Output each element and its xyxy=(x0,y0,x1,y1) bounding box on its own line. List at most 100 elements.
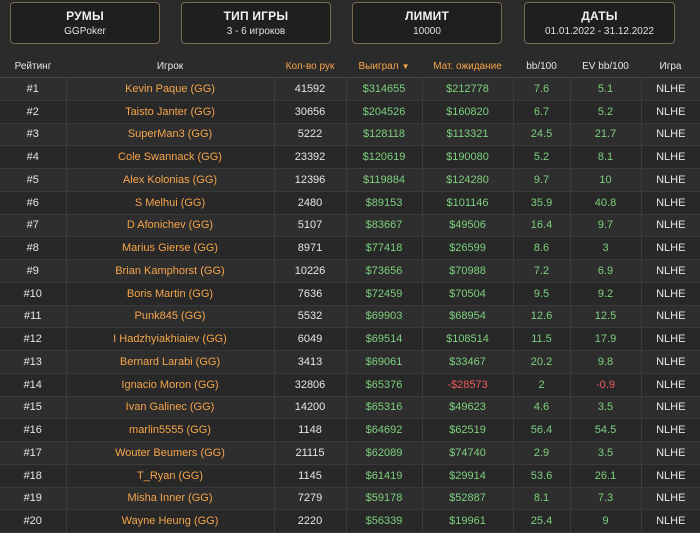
row-player-link[interactable]: D Afonichev (GG) xyxy=(66,214,275,238)
row-game: NLHE xyxy=(641,191,700,215)
row-ev: $62519 xyxy=(422,418,514,442)
row-game: NLHE xyxy=(641,214,700,238)
game-type-filter-title: ТИП ИГРЫ xyxy=(223,9,289,23)
col-won[interactable]: Выиграл ▼ xyxy=(346,56,422,78)
row-player-link[interactable]: marlin5555 (GG) xyxy=(66,418,275,442)
row-player-link[interactable]: Punk845 (GG) xyxy=(66,305,275,329)
row-hands: 5532 xyxy=(274,305,347,329)
table-row: #12 I Hadzhyiakhiaiev (GG) 6049 $69514 $1085… xyxy=(0,327,700,351)
row-ev: $19961 xyxy=(422,509,514,533)
limit-filter[interactable]: ЛИМИТ 10000 xyxy=(352,2,502,44)
row-rank: #19 xyxy=(0,487,67,511)
table-body: #1 Kevin Paque (GG) 41592 $314655 $212778 7.6… xyxy=(0,77,700,533)
row-player-link[interactable]: Misha Inner (GG) xyxy=(66,487,275,511)
row-won: $120619 xyxy=(346,145,423,169)
table-row: #18 T_Ryan (GG) 1145 $61419 $29914 53.6 26.1 NL… xyxy=(0,464,700,488)
row-ev: $212778 xyxy=(422,77,514,101)
row-won: $314655 xyxy=(346,77,423,101)
row-won: $119884 xyxy=(346,168,423,192)
row-hands: 7279 xyxy=(274,487,347,511)
row-hands: 2220 xyxy=(274,509,347,533)
table-row: #11 Punk845 (GG) 5532 $69903 $68954 12.6 12.5 N… xyxy=(0,305,700,329)
row-bb100: 2 xyxy=(513,373,571,397)
row-player-link[interactable]: Cole Swannack (GG) xyxy=(66,145,275,169)
table-row: #6 S Melhui (GG) 2480 $89153 $101146 35.9 40.8… xyxy=(0,191,700,215)
row-won: $64692 xyxy=(346,418,423,442)
row-game: NLHE xyxy=(641,282,700,306)
row-player-link[interactable]: Bernard Larabi (GG) xyxy=(66,350,275,374)
row-player-link[interactable]: I Hadzhyiakhiaiev (GG) xyxy=(66,327,275,351)
row-player-link[interactable]: Ivan Galinec (GG) xyxy=(66,396,275,420)
filter-bar: РУМЫ GGPoker ТИП ИГРЫ 3 - 6 игроков ЛИМИ… xyxy=(0,0,700,56)
row-player-link[interactable]: Wouter Beumers (GG) xyxy=(66,441,275,465)
row-rank: #18 xyxy=(0,464,67,488)
row-bb100: 9.5 xyxy=(513,282,571,306)
col-won-label: Выиграл xyxy=(358,61,399,72)
row-won: $83667 xyxy=(346,214,423,238)
row-bb100: 53.6 xyxy=(513,464,571,488)
table-row: #20 Wayne Heung (GG) 2220 $56339 $19961 25.4 9… xyxy=(0,509,700,533)
rooms-filter[interactable]: РУМЫ GGPoker xyxy=(10,2,160,44)
row-player-link[interactable]: Marius Gierse (GG) xyxy=(66,236,275,260)
row-player-link[interactable]: SuperMan3 (GG) xyxy=(66,123,275,147)
col-ev[interactable]: Мат. ожидание xyxy=(422,56,513,78)
row-ev: $68954 xyxy=(422,305,514,329)
row-game: NLHE xyxy=(641,305,700,329)
col-hands[interactable]: Кол-во рук xyxy=(274,56,346,78)
table-row: #10 Boris Martin (GG) 7636 $72459 $70504 9.5 9… xyxy=(0,282,700,306)
limit-filter-value: 10000 xyxy=(413,26,441,37)
row-bb100: 4.6 xyxy=(513,396,571,420)
table-row: #1 Kevin Paque (GG) 41592 $314655 $212778 7.6… xyxy=(0,77,700,101)
row-rank: #14 xyxy=(0,373,67,397)
row-player-link[interactable]: Alex Kolonias (GG) xyxy=(66,168,275,192)
row-ev: $49506 xyxy=(422,214,514,238)
row-evbb100: 9.7 xyxy=(570,214,642,238)
row-game: NLHE xyxy=(641,487,700,511)
dates-filter[interactable]: ДАТЫ 01.01.2022 - 31.12.2022 xyxy=(524,2,675,44)
row-evbb100: 5.1 xyxy=(570,77,642,101)
row-player-link[interactable]: Boris Martin (GG) xyxy=(66,282,275,306)
row-ev: $29914 xyxy=(422,464,514,488)
row-player-link[interactable]: Brian Kamphorst (GG) xyxy=(66,259,275,283)
row-player-link[interactable]: Wayne Heung (GG) xyxy=(66,509,275,533)
table-row: #15 Ivan Galinec (GG) 14200 $65316 $49623 4.6… xyxy=(0,396,700,420)
row-ev: $108514 xyxy=(422,327,514,351)
row-bb100: 16.4 xyxy=(513,214,571,238)
game-type-filter[interactable]: ТИП ИГРЫ 3 - 6 игроков xyxy=(181,2,331,44)
row-ev: $70988 xyxy=(422,259,514,283)
row-bb100: 5.2 xyxy=(513,145,571,169)
row-evbb100: 17.9 xyxy=(570,327,642,351)
row-player-link[interactable]: Taisto Janter (GG) xyxy=(66,100,275,124)
row-player-link[interactable]: Kevin Paque (GG) xyxy=(66,77,275,101)
row-player-link[interactable]: Ignacio Moron (GG) xyxy=(66,373,275,397)
row-hands: 3413 xyxy=(274,350,347,374)
row-bb100: 11.5 xyxy=(513,327,571,351)
row-evbb100: 7.3 xyxy=(570,487,642,511)
row-game: NLHE xyxy=(641,464,700,488)
row-hands: 23392 xyxy=(274,145,347,169)
row-ev: $160820 xyxy=(422,100,514,124)
row-rank: #17 xyxy=(0,441,67,465)
row-won: $69061 xyxy=(346,350,423,374)
caret-down-icon: ▼ xyxy=(401,62,410,71)
table-row: #19 Misha Inner (GG) 7279 $59178 $52887 8.1 7.… xyxy=(0,487,700,511)
col-game: Игра xyxy=(641,56,700,78)
row-evbb100: 3 xyxy=(570,236,642,260)
row-game: NLHE xyxy=(641,373,700,397)
col-rank: Рейтинг xyxy=(0,56,66,78)
row-hands: 5107 xyxy=(274,214,347,238)
row-rank: #16 xyxy=(0,418,67,442)
row-bb100: 6.7 xyxy=(513,100,571,124)
row-evbb100: -0.9 xyxy=(570,373,642,397)
row-game: NLHE xyxy=(641,509,700,533)
row-evbb100: 9.2 xyxy=(570,282,642,306)
row-ev: $26599 xyxy=(422,236,514,260)
row-game: NLHE xyxy=(641,327,700,351)
row-hands: 2480 xyxy=(274,191,347,215)
row-player-link[interactable]: T_Ryan (GG) xyxy=(66,464,275,488)
row-evbb100: 21.7 xyxy=(570,123,642,147)
row-evbb100: 12.5 xyxy=(570,305,642,329)
row-player-link[interactable]: S Melhui (GG) xyxy=(66,191,275,215)
row-ev: $101146 xyxy=(422,191,514,215)
rooms-filter-value: GGPoker xyxy=(64,26,106,37)
